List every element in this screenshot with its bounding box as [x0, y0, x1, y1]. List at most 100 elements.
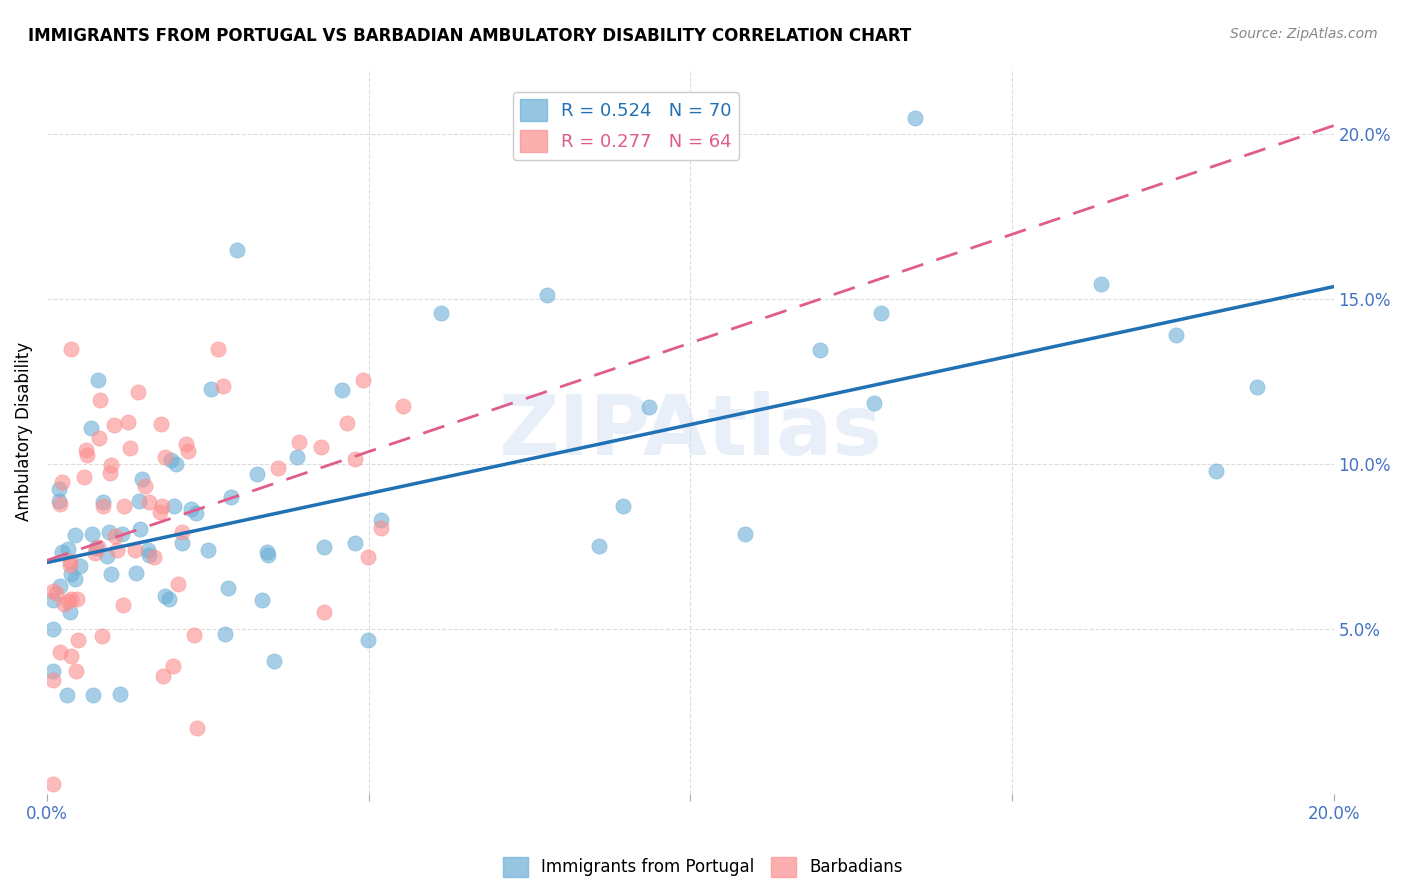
Immigrants from Portugal: [65, 527, 87, 541]
Barbadians: [170, 524, 193, 539]
Barbadians: [100, 458, 122, 473]
Immigrants from Portugal: [42, 622, 65, 636]
Immigrants from Portugal: [111, 526, 134, 541]
Barbadians: [176, 437, 198, 451]
Immigrants from Portugal: [86, 372, 108, 386]
Immigrants from Portugal: [138, 548, 160, 562]
Barbadians: [52, 597, 75, 611]
Immigrants from Portugal: [48, 579, 70, 593]
Barbadians: [314, 605, 336, 619]
Immigrants from Portugal: [48, 493, 70, 508]
Text: ZIPAtlas: ZIPAtlas: [498, 391, 882, 472]
Barbadians: [91, 500, 114, 514]
Barbadians: [42, 584, 65, 599]
Immigrants from Portugal: [100, 567, 122, 582]
Immigrants from Portugal: [136, 542, 159, 557]
Immigrants from Portugal: [131, 472, 153, 486]
Barbadians: [166, 577, 188, 591]
Immigrants from Portugal: [225, 243, 247, 257]
Barbadians: [124, 543, 146, 558]
Barbadians: [60, 591, 83, 606]
Immigrants from Portugal: [370, 513, 392, 527]
Text: Source: ZipAtlas.com: Source: ZipAtlas.com: [1230, 27, 1378, 41]
Barbadians: [336, 417, 359, 431]
Barbadians: [66, 632, 89, 647]
Barbadians: [267, 460, 290, 475]
Barbadians: [89, 431, 111, 445]
Immigrants from Portugal: [159, 453, 181, 467]
Barbadians: [98, 466, 121, 480]
Immigrants from Portugal: [285, 450, 308, 464]
Immigrants from Portugal: [128, 494, 150, 508]
Immigrants from Portugal: [82, 688, 104, 702]
Immigrants from Portugal: [1246, 380, 1268, 394]
Barbadians: [65, 592, 87, 607]
Immigrants from Portugal: [86, 541, 108, 555]
Barbadians: [103, 418, 125, 433]
Immigrants from Portugal: [128, 522, 150, 536]
Immigrants from Portugal: [96, 549, 118, 563]
Barbadians: [177, 443, 200, 458]
Barbadians: [357, 550, 380, 565]
Barbadians: [134, 479, 156, 493]
Immigrants from Portugal: [1090, 277, 1112, 292]
Barbadians: [111, 598, 134, 612]
Y-axis label: Ambulatory Disability: Ambulatory Disability: [15, 342, 32, 521]
Barbadians: [60, 342, 83, 356]
Barbadians: [76, 448, 98, 462]
Immigrants from Portugal: [904, 111, 927, 125]
Barbadians: [352, 373, 374, 387]
Immigrants from Portugal: [1205, 464, 1227, 478]
Barbadians: [86, 540, 108, 554]
Immigrants from Portugal: [162, 499, 184, 513]
Immigrants from Portugal: [172, 536, 194, 550]
Barbadians: [91, 629, 114, 643]
Immigrants from Portugal: [42, 664, 65, 678]
Barbadians: [186, 721, 208, 735]
Barbadians: [89, 392, 111, 407]
Barbadians: [104, 529, 127, 543]
Barbadians: [309, 440, 332, 454]
Immigrants from Portugal: [91, 494, 114, 508]
Barbadians: [212, 379, 235, 393]
Immigrants from Portugal: [1164, 328, 1187, 343]
Immigrants from Portugal: [252, 593, 274, 607]
Immigrants from Portugal: [42, 593, 65, 607]
Barbadians: [152, 669, 174, 683]
Immigrants from Portugal: [180, 501, 202, 516]
Immigrants from Portugal: [808, 343, 831, 358]
Barbadians: [149, 504, 172, 518]
Immigrants from Portugal: [357, 632, 380, 647]
Barbadians: [149, 417, 172, 432]
Immigrants from Portugal: [98, 524, 121, 539]
Barbadians: [42, 777, 65, 791]
Barbadians: [138, 495, 160, 509]
Barbadians: [117, 416, 139, 430]
Barbadians: [150, 500, 173, 514]
Immigrants from Portugal: [343, 535, 366, 549]
Barbadians: [72, 470, 94, 484]
Immigrants from Portugal: [536, 287, 558, 301]
Immigrants from Portugal: [184, 507, 207, 521]
Immigrants from Portugal: [65, 572, 87, 586]
Barbadians: [153, 450, 176, 465]
Immigrants from Portugal: [330, 383, 353, 397]
Immigrants from Portugal: [80, 526, 103, 541]
Immigrants from Portugal: [734, 526, 756, 541]
Immigrants from Portugal: [312, 541, 335, 555]
Barbadians: [49, 645, 72, 659]
Immigrants from Portugal: [588, 539, 610, 553]
Immigrants from Portugal: [638, 400, 661, 414]
Immigrants from Portugal: [862, 395, 884, 409]
Barbadians: [56, 594, 79, 608]
Barbadians: [42, 673, 65, 687]
Immigrants from Portugal: [48, 482, 70, 496]
Barbadians: [344, 451, 367, 466]
Barbadians: [118, 441, 141, 455]
Barbadians: [127, 384, 149, 399]
Immigrants from Portugal: [153, 590, 176, 604]
Barbadians: [162, 659, 184, 673]
Barbadians: [51, 475, 73, 489]
Barbadians: [45, 586, 67, 600]
Immigrants from Portugal: [257, 548, 280, 562]
